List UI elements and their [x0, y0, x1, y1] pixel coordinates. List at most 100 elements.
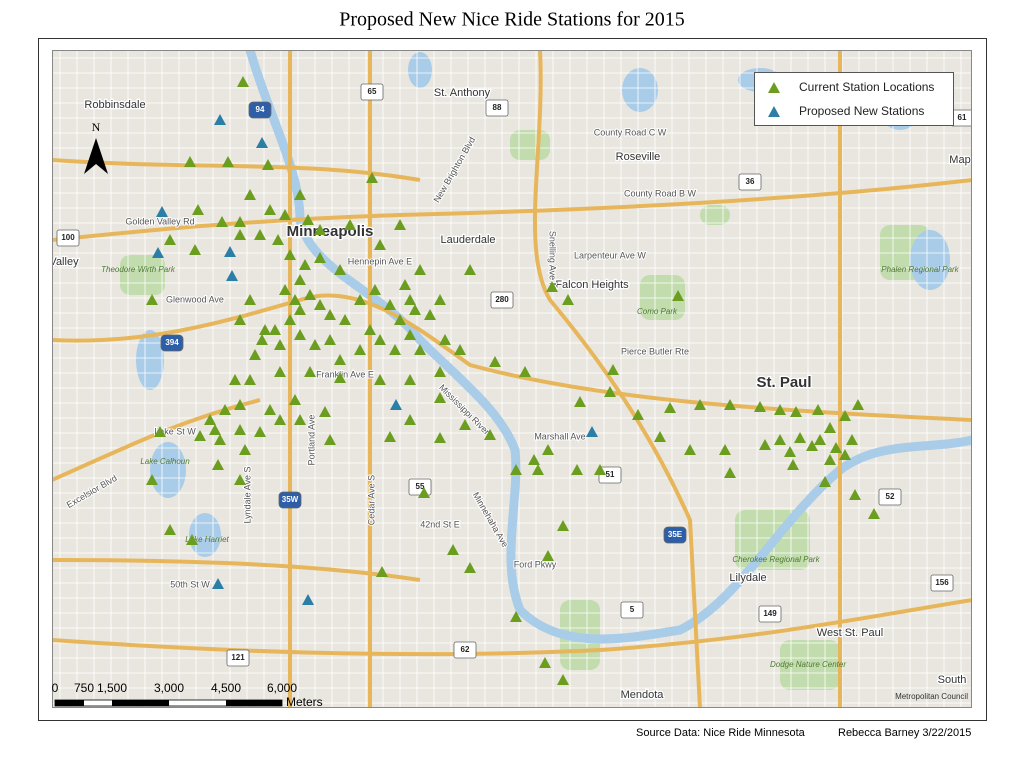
road-label: Ford Pkwy [514, 559, 557, 569]
current-station [664, 402, 676, 413]
current-station [812, 404, 824, 415]
current-station [234, 229, 246, 240]
current-station [284, 314, 296, 325]
proposed-station [256, 137, 268, 148]
current-station [272, 234, 284, 245]
current-station [314, 299, 326, 310]
current-station [839, 449, 851, 460]
shield-label: 156 [935, 578, 949, 587]
current-station [724, 467, 736, 478]
current-station [289, 294, 301, 305]
current-station [464, 562, 476, 573]
current-station [510, 464, 522, 475]
current-station [234, 216, 246, 227]
shield [878, 488, 902, 506]
park [510, 130, 550, 160]
current-station [164, 234, 176, 245]
current-station [459, 419, 471, 430]
current-station [334, 264, 346, 275]
current-station [654, 431, 666, 442]
lake [136, 330, 164, 390]
lake [150, 442, 186, 498]
current-station [366, 172, 378, 183]
current-station [719, 444, 731, 455]
current-station [302, 214, 314, 225]
shield-label: 61 [958, 113, 967, 122]
current-station [542, 550, 554, 561]
road-label: Hennepin Ave E [348, 256, 412, 266]
scale-seg [226, 700, 282, 706]
current-station [384, 431, 396, 442]
park [640, 275, 685, 320]
park-label: Dodge Nature Center [770, 660, 846, 669]
current-station [394, 219, 406, 230]
current-station [819, 476, 831, 487]
current-station [604, 386, 616, 397]
road-label: Pierce Butler Rte [621, 346, 689, 356]
current-station [299, 259, 311, 270]
proposed-station [586, 426, 598, 437]
river [245, 50, 972, 644]
current-station [324, 309, 336, 320]
place-label: Mendota [621, 689, 665, 701]
shield-label: 280 [495, 295, 509, 304]
current-station [279, 209, 291, 220]
proposed-station [302, 594, 314, 605]
current-station [294, 414, 306, 425]
map: Robbinsdale St. Anthony Minneapolis Lauderd… [52, 50, 972, 708]
shield-label: 149 [763, 609, 777, 618]
current-station [244, 374, 256, 385]
shield-label: 5 [630, 605, 635, 614]
shield [485, 99, 509, 117]
current-station [394, 314, 406, 325]
shield-label: 35W [282, 495, 299, 504]
shield-label: 394 [165, 338, 179, 347]
current-station [314, 224, 326, 235]
road-label: 50th St W [170, 579, 210, 589]
arrow-right [96, 138, 108, 174]
current-station [256, 334, 268, 345]
current-station [146, 294, 158, 305]
current-station [399, 279, 411, 290]
current-station [244, 189, 256, 200]
place-label: Falcon Heights [555, 279, 629, 291]
north-label: N [92, 120, 101, 134]
current-station [222, 156, 234, 167]
shield-label: 88 [493, 103, 502, 112]
shield-label: 94 [256, 105, 265, 114]
park-label: Lake Harriet [185, 535, 229, 544]
current-station [304, 366, 316, 377]
current-station [294, 189, 306, 200]
current-station [824, 422, 836, 433]
highway [532, 50, 702, 708]
road-label: Larpenteur Ave W [574, 250, 646, 260]
shield [278, 491, 302, 509]
current-station [404, 374, 416, 385]
road-label: Golden Valley Rd [125, 216, 194, 226]
scale-unit: Meters [286, 695, 323, 709]
current-station [532, 464, 544, 475]
shield-label: 62 [461, 645, 470, 654]
shield [620, 601, 644, 619]
proposed-station [212, 578, 224, 589]
current-station [489, 356, 501, 367]
current-station [790, 406, 802, 417]
current-station [289, 394, 301, 405]
current-station [194, 430, 206, 441]
current-station [146, 474, 158, 485]
scale-label: 4,500 [211, 681, 241, 695]
scale-label: 1,500 [97, 681, 127, 695]
current-station [294, 274, 306, 285]
current-station [274, 366, 286, 377]
current-station [806, 440, 818, 451]
current-station [374, 239, 386, 250]
place-label: Roseville [616, 151, 661, 163]
proposed-station [226, 270, 238, 281]
current-station [249, 349, 261, 360]
current-station [274, 414, 286, 425]
road-label: County Road B W [624, 188, 697, 198]
shield [738, 173, 762, 191]
current-station [852, 399, 864, 410]
place-label: St. Paul [756, 374, 811, 391]
current-station [374, 374, 386, 385]
